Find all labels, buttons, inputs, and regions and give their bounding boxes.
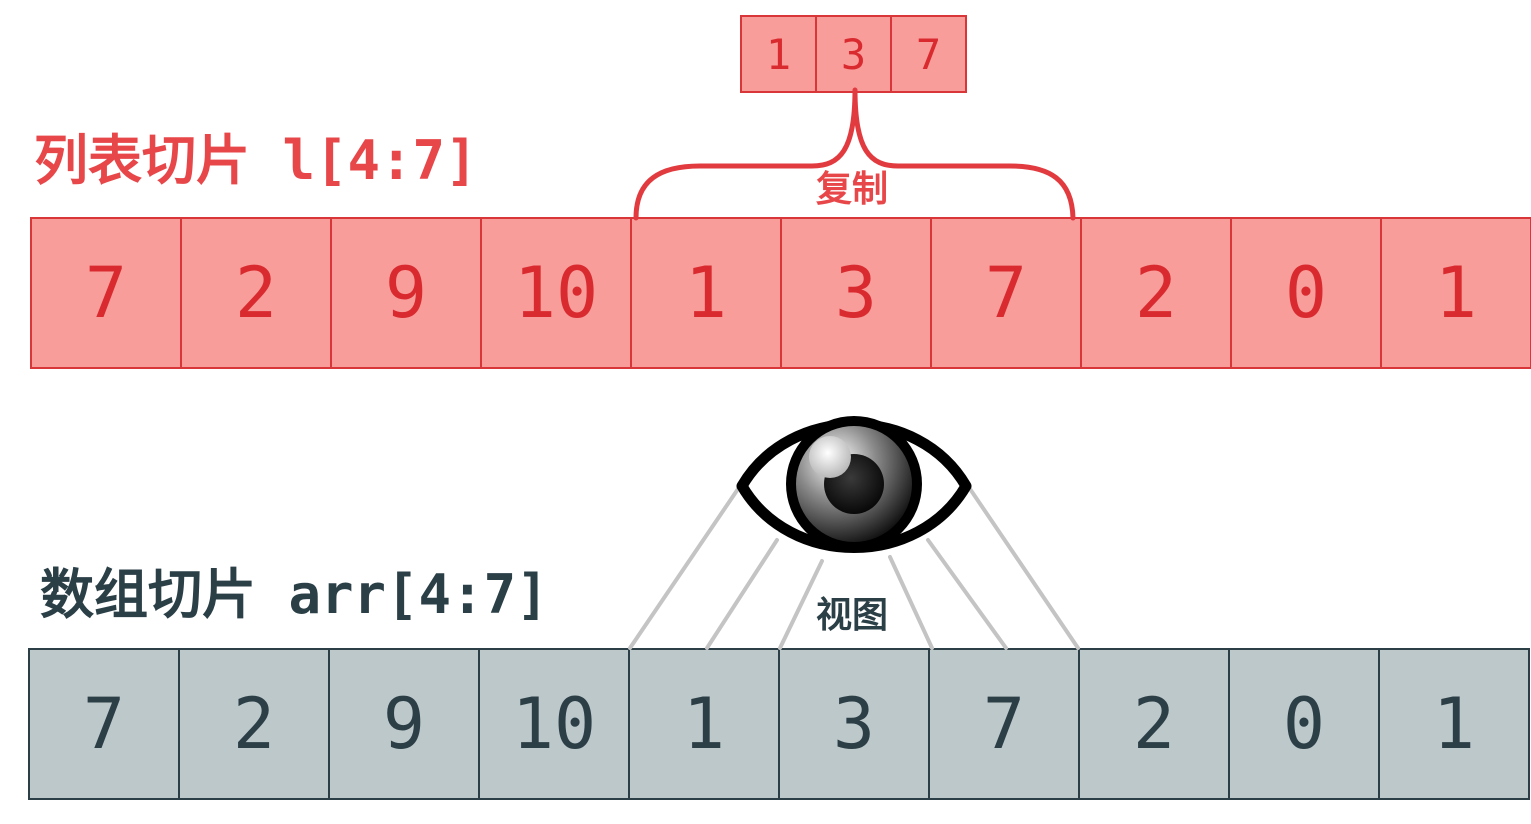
array-slice-title: 数组切片 arr[4:7]	[40, 563, 549, 626]
array-cell: 1	[1380, 650, 1530, 798]
list-cell: 10	[482, 219, 632, 367]
copy-label: 复制	[816, 169, 889, 210]
array-cell: 10	[480, 650, 630, 798]
array-cell: 3	[780, 650, 930, 798]
list-cell: 9	[332, 219, 482, 367]
list-cell: 2	[182, 219, 332, 367]
copied-cell: 3	[817, 17, 892, 91]
list-cell: 0	[1232, 219, 1382, 367]
array-cell: 2	[180, 650, 330, 798]
list-row: 7 2 9 10 1 3 7 2 0 1	[30, 217, 1531, 369]
array-cell: 7	[930, 650, 1080, 798]
copy-brace	[633, 87, 1076, 221]
list-cell: 2	[1082, 219, 1232, 367]
eye-icon	[736, 416, 972, 553]
list-slice-title: 列表切片 l[4:7]	[34, 129, 478, 192]
array-row: 7 2 9 10 1 3 7 2 0 1	[28, 648, 1530, 800]
array-cell: 9	[330, 650, 480, 798]
list-cell: 7	[32, 219, 182, 367]
list-cell: 1	[632, 219, 782, 367]
array-cell: 7	[30, 650, 180, 798]
view-label: 视图	[816, 595, 889, 636]
list-cell: 1	[1382, 219, 1531, 367]
array-cell: 2	[1080, 650, 1230, 798]
list-cell: 3	[782, 219, 932, 367]
copied-cell: 1	[742, 17, 817, 91]
list-cell: 7	[932, 219, 1082, 367]
copied-cell: 7	[892, 17, 967, 91]
view-lines	[628, 484, 1080, 650]
copied-slice-row: 1 3 7	[740, 15, 967, 93]
array-cell: 1	[630, 650, 780, 798]
array-cell: 0	[1230, 650, 1380, 798]
